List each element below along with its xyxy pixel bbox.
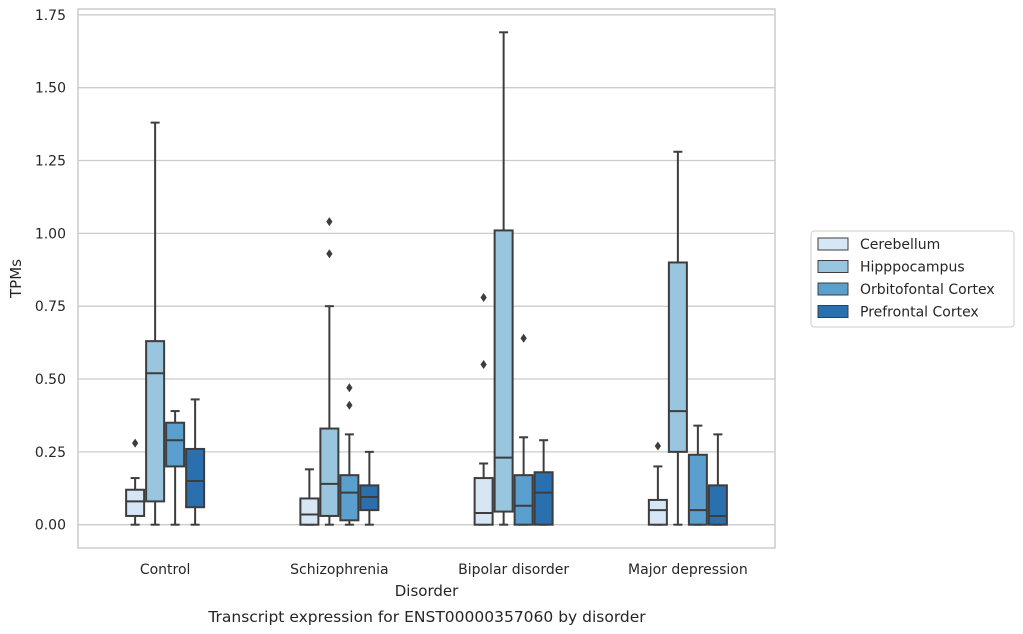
box-orbitofontal-cortex <box>687 424 708 526</box>
box-cerebellum <box>299 468 320 526</box>
legend: Cerebellum Hipppocampus Orbitofontal Corte… <box>810 230 1015 328</box>
x-tick-label: Schizophrenia <box>290 562 388 578</box>
x-tick-label: Control <box>140 562 191 578</box>
box-hipppocampus <box>145 121 166 526</box>
box-prefrontal-cortex <box>707 433 728 526</box>
box-body <box>647 498 668 526</box>
box-body <box>473 477 494 526</box>
box-orbitofontal-cortex <box>165 410 186 526</box>
x-tick-label: Major depression <box>628 562 748 578</box>
box-prefrontal-cortex <box>185 398 206 526</box>
x-axis-label: Disorder <box>395 582 459 600</box>
box-cerebellum <box>647 441 668 526</box>
x-tick-label: Bipolar disorder <box>458 562 569 578</box>
box-hipppocampus <box>667 150 688 526</box>
box-body <box>513 474 534 526</box>
box-body <box>667 261 688 453</box>
box-orbitofontal-cortex <box>339 383 360 526</box>
y-axis-label: TPMs <box>7 259 25 299</box>
legend-swatch <box>817 260 849 273</box>
box-prefrontal-cortex <box>359 450 380 526</box>
outlier-point <box>346 400 353 410</box>
box-body <box>687 453 708 526</box>
y-tick-label: 0.50 <box>35 372 66 388</box>
box-body <box>165 421 186 468</box>
box-body <box>493 229 514 513</box>
box-body <box>339 474 360 522</box>
outlier-point <box>520 333 527 343</box>
box-body <box>319 427 340 517</box>
box-body <box>145 340 166 503</box>
legend-label: Hipppocampus <box>860 260 965 276</box>
box-orbitofontal-cortex <box>513 333 534 526</box>
boxes <box>125 31 728 526</box>
box-body <box>533 471 554 526</box>
legend-label: Orbitofontal Cortex <box>860 282 995 298</box>
y-tick-label: 1.75 <box>35 8 66 24</box>
outlier-point <box>326 217 333 227</box>
outlier-point <box>480 292 487 302</box>
y-tick-label: 1.25 <box>35 154 66 170</box>
outlier-point <box>326 249 333 259</box>
y-tick-label: 1.00 <box>35 226 66 242</box>
legend-label: Cerebellum <box>860 237 940 253</box>
x-axis-ticks: Control Schizophrenia Bipolar disorder Majo… <box>140 562 748 578</box>
box-body <box>299 497 320 526</box>
y-tick-label: 0.75 <box>35 299 66 315</box>
chart-caption: Transcript expression for ENST0000035706… <box>207 608 646 626</box>
legend-label: Prefrontal Cortex <box>860 305 979 321</box>
legend-swatch <box>817 282 849 296</box>
box-body <box>707 484 728 526</box>
box-cerebellum <box>473 292 494 526</box>
box-body <box>125 488 146 517</box>
box-hipppocampus <box>493 31 514 526</box>
outlier-point <box>480 359 487 369</box>
outlier-point <box>131 438 139 448</box>
outlier-point <box>654 441 662 451</box>
box-body <box>185 447 206 509</box>
legend-swatch <box>817 237 849 251</box>
plot-area-frame <box>77 8 776 549</box>
y-tick-label: 1.50 <box>35 81 66 97</box>
box-prefrontal-cortex <box>533 439 554 526</box>
box-cerebellum <box>125 438 146 526</box>
y-tick-label: 0.25 <box>35 445 66 461</box>
y-tick-label: 0.00 <box>35 518 66 534</box>
legend-swatch <box>817 305 849 318</box>
legend-frame <box>810 230 1015 328</box>
y-axis-ticks: 0.00 0.25 0.50 0.75 1.00 1.25 1.50 1.75 <box>35 8 66 534</box>
outlier-point <box>346 383 353 393</box>
box-hipppocampus <box>319 217 340 526</box>
